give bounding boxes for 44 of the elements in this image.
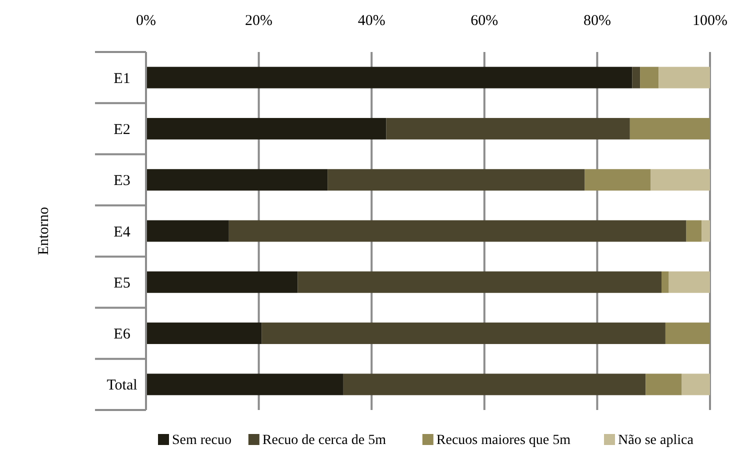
bar — [146, 66, 632, 88]
bar — [650, 169, 710, 191]
bar — [386, 118, 630, 140]
y-tick-label: E1 — [114, 70, 130, 87]
bar — [584, 169, 651, 191]
x-tick-label: 60% — [470, 13, 498, 29]
bar — [640, 66, 659, 88]
x-tick-label: 0% — [136, 13, 156, 29]
y-axis-title: Entorno — [36, 206, 52, 256]
x-tick-label: 40% — [358, 13, 386, 29]
legend-label: Recuos maiores que 5m — [436, 433, 571, 448]
y-tick-label: E3 — [114, 173, 130, 190]
y-tick-label: E6 — [114, 326, 131, 343]
bar — [328, 169, 585, 191]
bar — [661, 271, 669, 293]
legend-label: Sem recuo — [172, 433, 232, 448]
legend-label: Não se aplica — [618, 433, 694, 448]
bar — [146, 322, 262, 344]
bar — [298, 271, 662, 293]
bar — [146, 374, 344, 396]
bar — [228, 220, 686, 242]
bar — [146, 169, 328, 191]
bar — [146, 118, 386, 140]
x-tick-label: 20% — [245, 13, 273, 29]
y-tick-label: E5 — [114, 275, 130, 292]
bar — [262, 322, 666, 344]
bar — [702, 220, 710, 242]
bar — [630, 118, 710, 140]
bar — [632, 66, 640, 88]
legend-label: Recuo de cerca de 5m — [262, 433, 386, 448]
x-tick-label: 80% — [583, 13, 611, 29]
bar — [146, 271, 298, 293]
bar — [646, 374, 682, 396]
x-tick-label: 100% — [692, 13, 728, 29]
bar — [668, 271, 710, 293]
y-tick-label: E4 — [114, 224, 131, 240]
bar — [665, 322, 710, 344]
bar — [343, 374, 646, 396]
bar — [658, 66, 710, 88]
bar — [146, 220, 229, 242]
bar — [682, 374, 710, 396]
y-tick-label: E2 — [114, 122, 130, 138]
bar — [686, 220, 702, 242]
y-tick-label: Total — [106, 378, 138, 394]
